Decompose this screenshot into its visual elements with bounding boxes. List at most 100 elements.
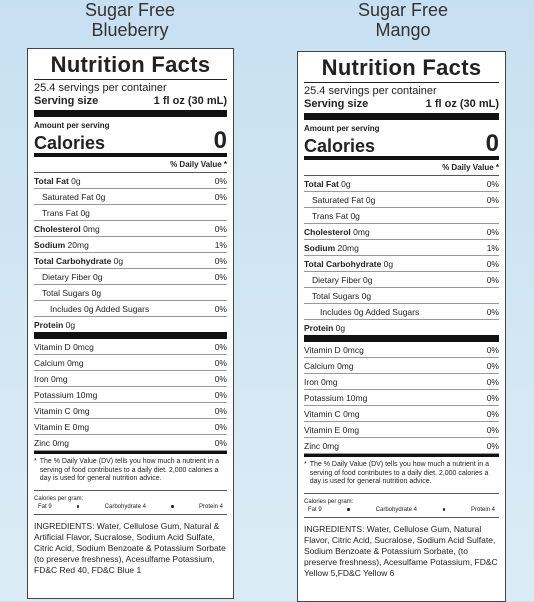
nutrient-amount: 0g [365,195,376,205]
nutrient-name: Iron [34,374,49,384]
calories-per-gram: Calories per gram: Fat 9 Carbohydrate 4 Pro… [34,491,227,515]
title-line: Sugar Free [84,0,176,20]
cpg-item: Protein 4 [470,506,495,513]
nutrient: Vitamin C 0mg [304,406,360,421]
nutrient-row: Includes 0g Added Sugars 0% [304,304,499,320]
nutrient-amount: 0g [350,211,360,221]
nutrient-row: Trans Fat 0g [34,205,227,221]
nutrient: Zinc 0mg [304,438,339,453]
calories-label: Calories [34,133,106,153]
nutrient-amount: 0mg [83,224,100,234]
calories: Calories 0 [304,132,499,160]
nutrient-name: Dietary Fiber [312,275,361,285]
daily-value: 0% [486,307,499,317]
nutrient-amount: 0g [93,272,103,282]
nutrient-name: Sodium [304,243,336,253]
nutrient: Vitamin C 0mg [34,403,90,418]
nutrient: Includes 0g Added Sugars [34,301,149,316]
nutrient: Total Fat 0g [304,176,351,191]
nutrient-amount: 20mg [337,243,359,253]
nutrient-amount: 0g [341,179,351,189]
daily-value: 0% [214,224,227,234]
nutrient-row: Total Carbohydrate 0g 0% [34,253,227,269]
daily-value: 0% [214,438,227,448]
title-line: Mango [375,20,431,40]
heading: Nutrition Facts [34,49,227,80]
nutrient-row: Sodium 20mg 1% [304,240,499,256]
ingredients: INGREDIENTS: Water, Cellulose Gum, Natur… [304,523,498,578]
cpg-label: Calories per gram: [34,495,84,502]
serving-size-value: 1 fl oz (30 mL) [425,98,499,110]
nutrient-name: Total Sugars [42,288,90,298]
nutrient-row: Vitamin E 0mg 0% [34,419,227,435]
nutrient-amount: 0mg [342,425,360,435]
nutrient-row: Potassium 10mg 0% [34,387,227,403]
footnote-mark: * [304,461,307,468]
nutrient-amount: 0mg [322,441,339,451]
nutrient-amount: 0mg [321,377,338,387]
nutrient-name: Zinc [304,441,321,451]
nutrient-amount: 0g [65,320,76,330]
cpg-items: Fat 9 Carbohydrate 4 Protein 4 [304,506,499,514]
amount-label: Amount per serving [304,124,380,133]
nutrient-row: Iron 0mg 0% [34,371,227,387]
nutrient-name: Zinc [34,438,51,448]
nutrient-amount: 0g [113,256,124,266]
nutrient: Calcium 0mg [34,355,84,370]
nutrient-amount: 10mg [346,393,368,403]
nutrient-row: Protein 0g [304,320,499,342]
footnote-text: The % Daily Value (DV) tells you how muc… [309,461,489,485]
nutrient-amount: 20mg [67,240,89,250]
nutrient-row: Dietary Fiber 0g 0% [34,269,227,285]
nutrient-name: Dietary Fiber [42,272,91,282]
cpg-item: Carbohydrate 4 [104,503,147,510]
nutrient: Protein 0g [34,317,75,332]
daily-value: 0% [214,422,227,432]
nutrient-amount: 0g [361,291,372,301]
nutrient-row: Saturated Fat 0g 0% [34,189,227,205]
nutrient-amount: 0mg [52,438,69,448]
daily-value: 0% [486,361,499,371]
daily-value: 0% [486,441,499,451]
nutrient-name: Potassium [304,393,344,403]
nutrient-name: Protein [304,323,334,333]
nutrient: Cholesterol 0mg [304,224,370,239]
servings: 25.4 servings per container [34,82,167,94]
nutrient-row: Vitamin C 0mg 0% [34,403,227,419]
daily-value: 0% [486,345,499,355]
nutrient-name: Vitamin C [304,409,341,419]
cpg-item: Carbohydrate 4 [375,506,418,513]
nutrient: Potassium 10mg [34,387,97,402]
nutrient: Iron 0mg [304,374,338,389]
nutrient: Trans Fat 0g [34,205,90,220]
nutrient-amount: 0mg [353,227,370,237]
nutrient-name: Calcium [304,361,335,371]
nutrient: Sodium 20mg [34,237,89,252]
daily-value: 0% [486,259,499,269]
nutrient-name: Saturated Fat [312,195,364,205]
daily-value: 0% [214,192,227,202]
nutrient: Total Carbohydrate 0g [34,253,123,268]
nutrient-row: Cholesterol 0mg 0% [304,224,499,240]
dv-header: % Daily Value * [304,160,499,176]
serving-size: Serving size 1 fl oz (30 mL) [34,95,227,117]
title-line: Sugar Free [357,0,449,20]
nutrient: Total Fat 0g [34,173,81,188]
nutrient-name: Potassium [34,390,74,400]
daily-value: 0% [486,377,499,387]
nutrient: Iron 0mg [34,371,68,386]
nutrient-row: Total Carbohydrate 0g 0% [304,256,499,272]
daily-value: 0% [214,304,227,314]
title-line: Blueberry [91,20,169,40]
nutrient-row: Total Sugars 0g [304,288,499,304]
nutrient-row: Trans Fat 0g [304,208,499,224]
daily-value: 0% [486,227,499,237]
nutrient-row: Vitamin E 0mg 0% [304,422,499,438]
footnote-mark: * [34,458,37,465]
nutrient-row: Potassium 10mg 0% [304,390,499,406]
nutrient: Saturated Fat 0g [304,192,375,207]
nutrient: Cholesterol 0mg [34,221,100,236]
nutrient-row: Cholesterol 0mg 0% [34,221,227,237]
ingredients: INGREDIENTS: Water, Cellulose Gum, Natur… [34,520,226,575]
